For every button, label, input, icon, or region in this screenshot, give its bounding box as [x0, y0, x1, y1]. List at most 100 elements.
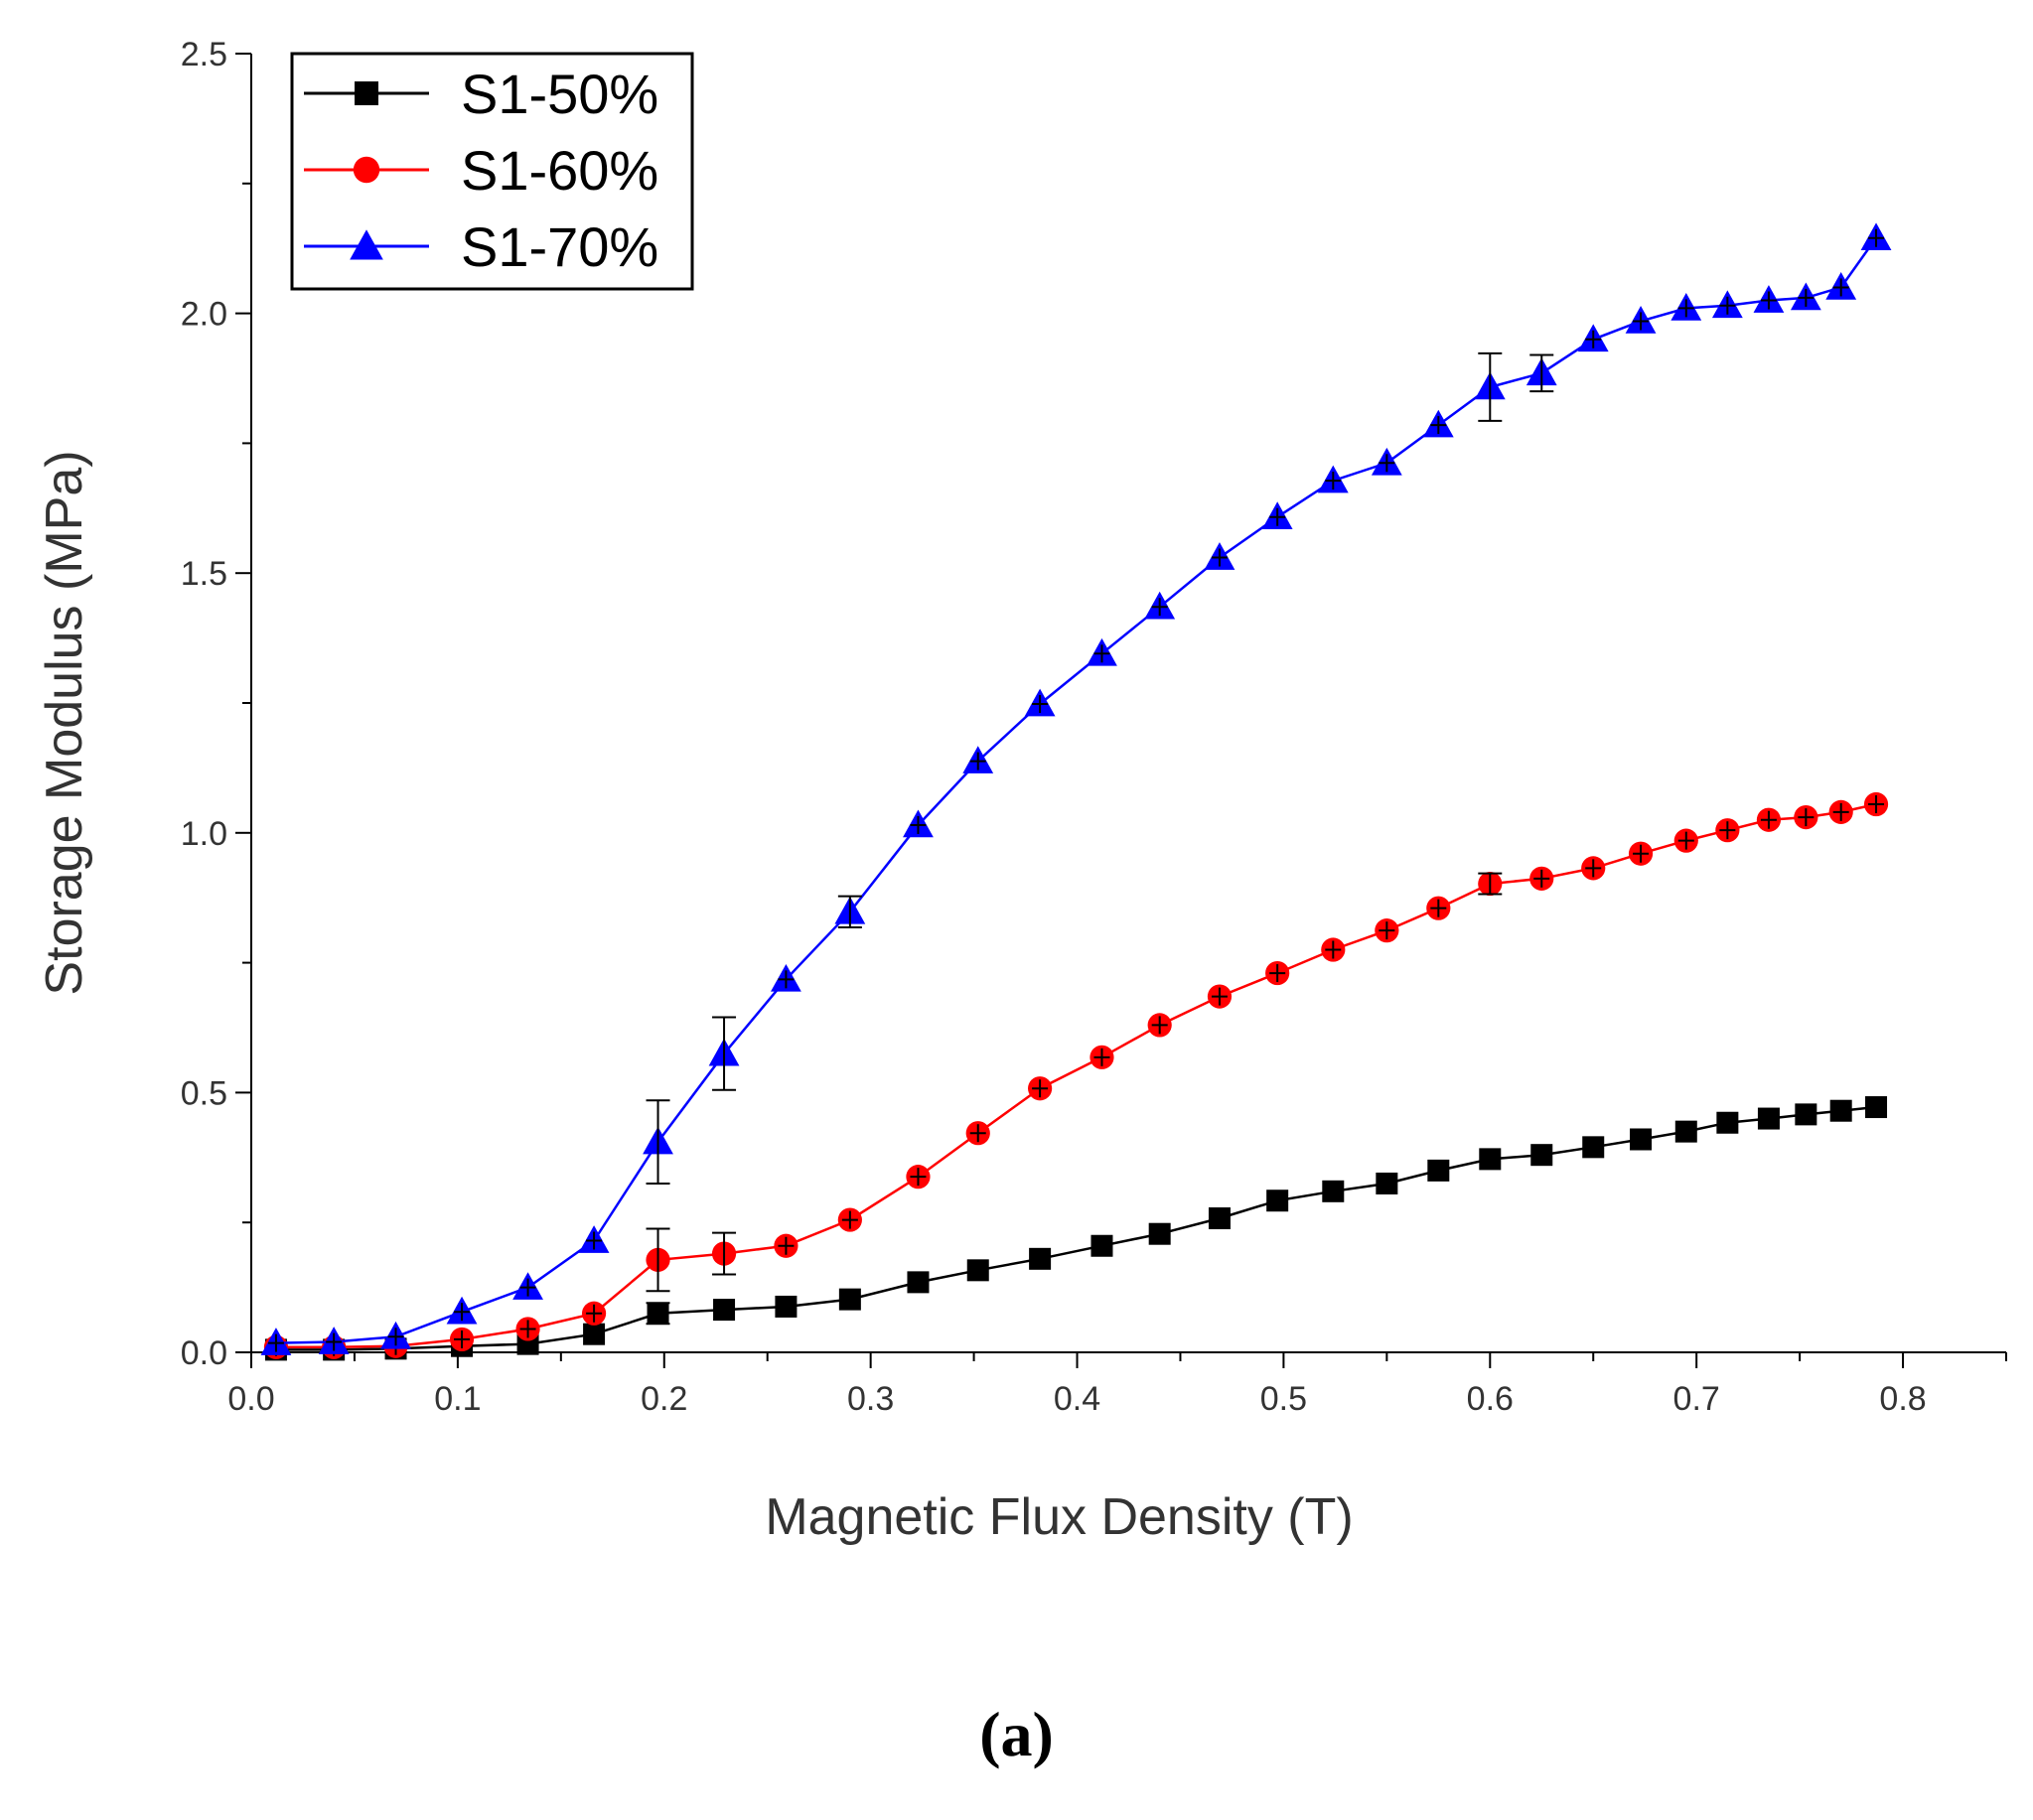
error-bar: [1478, 872, 1503, 896]
error-bar: [1379, 454, 1395, 473]
series-line: [275, 236, 1878, 1344]
x-tick-label: 0.5: [1260, 1380, 1307, 1418]
y-tick-label: 2.0: [181, 296, 227, 334]
error-bar: [1760, 291, 1777, 310]
legend-marker: [353, 156, 380, 184]
series-layer: [260, 222, 1892, 1361]
axes-layer: 0.0 0.1 0.2 0.3 0.4 0.5 0.6 0.7 0.8 0.0 0.5 1.0 1.5 2…: [181, 36, 2007, 1418]
error-bar: [1032, 1079, 1049, 1098]
error-bar: [1379, 921, 1395, 940]
error-bar: [387, 1328, 404, 1346]
error-bar: [1633, 312, 1650, 331]
legend-item: S1-50%: [304, 63, 658, 125]
y-tick-label: 1.5: [181, 555, 227, 593]
error-bar: [1868, 1098, 1885, 1117]
error-bar: [1760, 810, 1777, 829]
x-tick-label: 0.6: [1467, 1380, 1514, 1418]
legend-marker: [350, 229, 383, 260]
panel-label: (a): [979, 1699, 1054, 1769]
error-bar: [586, 1304, 603, 1323]
error-bar: [910, 1273, 927, 1292]
error-bar: [841, 1290, 858, 1309]
error-bar: [1677, 1122, 1694, 1141]
error-bar: [1529, 353, 1554, 393]
error-bar: [1430, 1161, 1447, 1180]
error-bar: [1760, 1109, 1777, 1128]
x-tick-label: 0.2: [641, 1380, 687, 1418]
error-bar: [1430, 416, 1447, 435]
error-bar: [1269, 1191, 1286, 1210]
series-S1-70%: [260, 222, 1892, 1355]
error-bar: [1633, 844, 1650, 863]
error-bar: [1868, 228, 1885, 247]
legend-label: S1-70%: [461, 215, 658, 278]
error-bar: [646, 1302, 670, 1326]
legend-item: S1-70%: [304, 215, 658, 278]
error-bar: [646, 1099, 670, 1185]
error-bar: [1151, 598, 1168, 617]
error-bar: [778, 970, 795, 989]
error-bar: [712, 1231, 737, 1276]
error-bar: [969, 1261, 986, 1280]
legend-label: S1-60%: [461, 139, 658, 202]
series-line: [275, 802, 1877, 1349]
error-bar: [1151, 1016, 1168, 1035]
error-bar: [1151, 1224, 1168, 1243]
error-bar: [1832, 1101, 1849, 1120]
x-tick-label: 0.1: [434, 1380, 481, 1418]
error-bar: [1032, 1249, 1049, 1268]
error-bar: [716, 1301, 733, 1320]
error-bar: [837, 895, 862, 929]
error-bar: [1325, 1182, 1342, 1200]
y-tick-label: 0.0: [181, 1334, 227, 1372]
error-bar: [841, 1210, 858, 1229]
x-tick-label: 0.3: [847, 1380, 894, 1418]
error-bar: [326, 1332, 343, 1351]
error-bar: [969, 752, 986, 770]
error-bar: [1093, 1048, 1110, 1066]
error-bar: [1798, 1105, 1815, 1124]
x-tick-label: 0.4: [1054, 1380, 1100, 1418]
error-bar: [1482, 1150, 1499, 1169]
error-bar: [1832, 278, 1849, 297]
error-bar: [778, 1297, 795, 1316]
x-tick-label: 0.7: [1673, 1380, 1720, 1418]
error-bar: [1211, 987, 1228, 1006]
error-bar: [1585, 859, 1602, 878]
error-bar: [910, 815, 927, 834]
error-bar: [586, 1231, 603, 1250]
error-bar: [1719, 821, 1736, 840]
error-bar: [1798, 288, 1815, 307]
error-bar: [1585, 1138, 1602, 1157]
error-bar: [1832, 802, 1849, 821]
legend: S1-50% S1-60% S1-70%: [290, 52, 694, 291]
error-bar: [712, 1016, 737, 1091]
error-bar: [969, 1124, 986, 1143]
error-bar: [1719, 296, 1736, 315]
error-bar: [519, 1278, 536, 1297]
error-bar: [778, 1236, 795, 1255]
error-bar: [1269, 507, 1286, 526]
y-tick-label: 1.0: [181, 815, 227, 853]
error-bar: [1633, 1130, 1650, 1149]
error-bar: [1211, 548, 1228, 567]
error-bar: [1430, 899, 1447, 917]
error-bar: [1533, 1146, 1550, 1165]
error-bar: [1032, 695, 1049, 714]
x-tick-label: 0.0: [227, 1380, 274, 1418]
error-bar: [519, 1320, 536, 1338]
error-bar: [646, 1227, 670, 1293]
error-bar: [1677, 299, 1694, 318]
error-bar: [1868, 795, 1885, 814]
error-bar: [910, 1168, 927, 1187]
error-bar: [1325, 940, 1342, 959]
error-bar: [1379, 1174, 1395, 1192]
x-tick-label: 0.8: [1879, 1380, 1926, 1418]
error-bar: [1585, 330, 1602, 349]
series-S1-60%: [263, 791, 1889, 1359]
error-bar: [1093, 644, 1110, 663]
x-axis-title: Magnetic Flux Density (T): [765, 1488, 1353, 1546]
legend-label: S1-50%: [461, 63, 658, 125]
error-bar: [454, 1330, 471, 1348]
